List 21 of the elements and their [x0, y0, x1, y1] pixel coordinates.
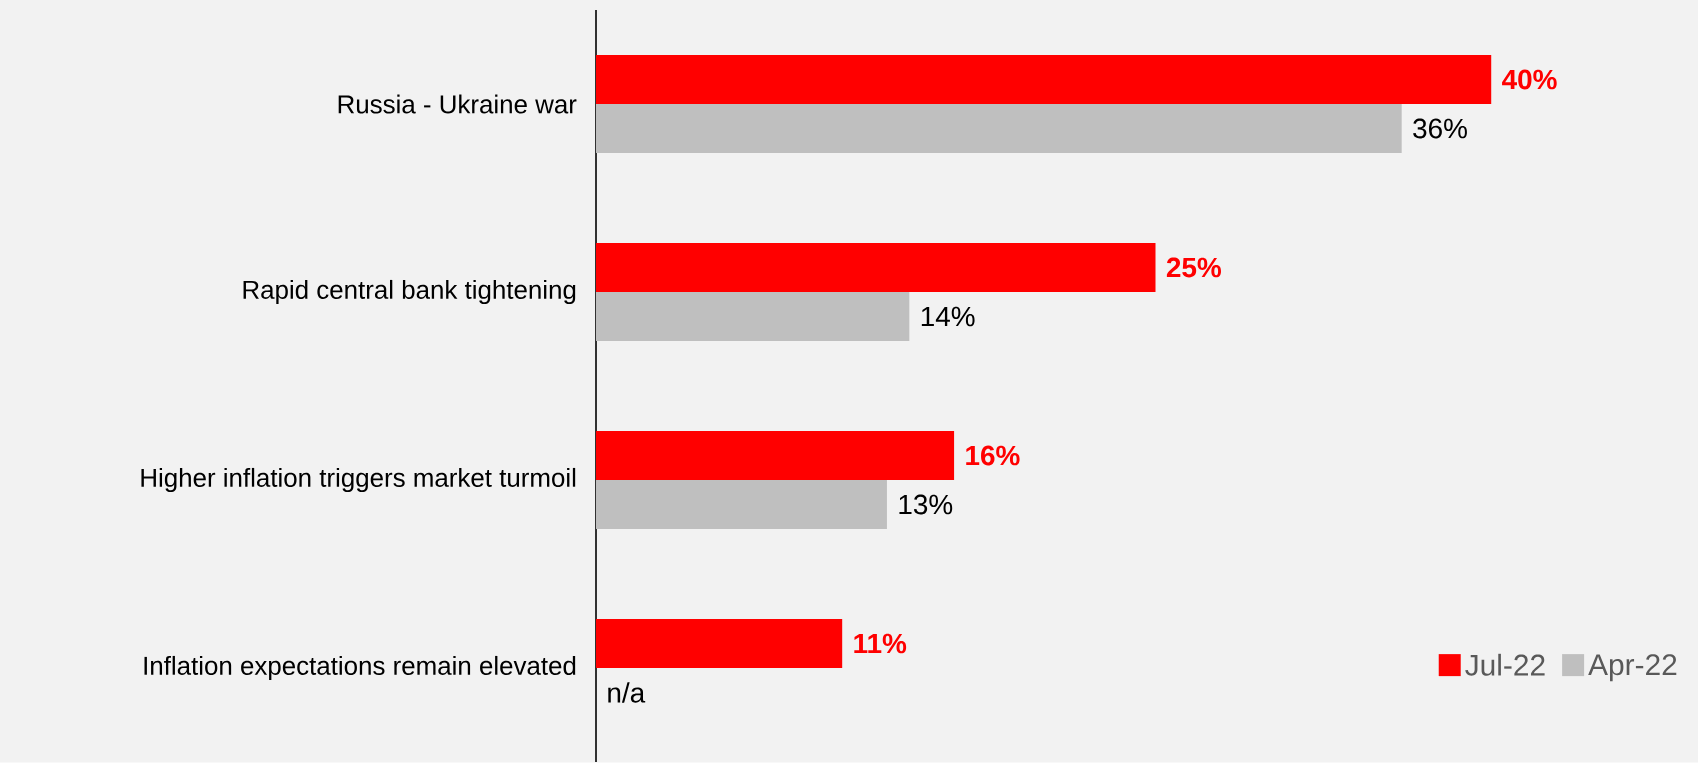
data-label: 11% [854, 633, 907, 654]
y-tick-label: Russia - Ukraine war [338, 94, 577, 114]
bar [596, 243, 1156, 293]
y-tick-label: Inflation expectations remain elevated [144, 656, 576, 681]
bar [596, 292, 910, 342]
bar [596, 431, 955, 481]
text: n/a [608, 682, 646, 703]
bar [596, 104, 1402, 154]
bar [596, 619, 843, 669]
data-label: 16% [966, 445, 1020, 466]
y-tick-label: Rapid central bank tightening [243, 280, 576, 305]
legend-label: Jul-22 [1465, 653, 1545, 676]
data-label: 13% [899, 494, 953, 515]
data-label: 25% [1166, 257, 1221, 278]
data-label: 36% [1413, 118, 1467, 139]
y-tick-label: Higher inflation triggers market turmoil [141, 468, 576, 493]
data-label: 14% [921, 306, 975, 327]
data-label: 40% [1502, 69, 1557, 90]
bar [596, 480, 887, 530]
legend-label: Apr-22 [1588, 654, 1677, 682]
bar [596, 55, 1492, 105]
